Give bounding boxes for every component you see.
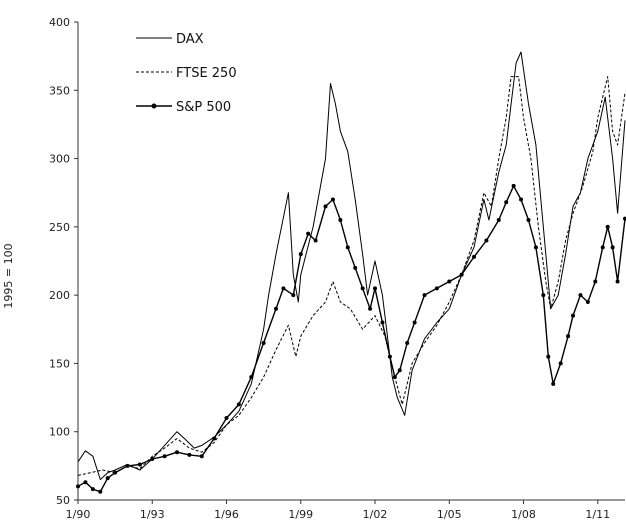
- data-point-s-p-500: [125, 463, 130, 468]
- data-point-s-p-500: [175, 450, 180, 455]
- data-point-s-p-500: [387, 354, 392, 359]
- y-tick-label: 400: [49, 16, 70, 29]
- series-line-ftse-250: [77, 76, 626, 476]
- data-point-s-p-500: [224, 416, 229, 421]
- data-point-s-p-500: [496, 218, 501, 223]
- data-point-s-p-500: [504, 200, 509, 205]
- data-point-s-p-500: [519, 197, 524, 202]
- data-point-s-p-500: [566, 334, 571, 339]
- legend-label: S&P 500: [176, 100, 231, 115]
- y-tick-label: 50: [56, 494, 70, 507]
- data-point-s-p-500: [298, 252, 303, 257]
- y-axis-title: 1995 = 100: [2, 243, 15, 308]
- x-tick-label: 1/02: [363, 508, 388, 521]
- data-point-s-p-500: [330, 197, 335, 202]
- x-tick-label: 1/96: [214, 508, 239, 521]
- data-point-s-p-500: [551, 381, 556, 386]
- data-point-s-p-500: [199, 454, 204, 459]
- data-point-s-p-500: [526, 218, 531, 223]
- data-point-s-p-500: [447, 279, 452, 284]
- legend-label: FTSE 250: [176, 66, 237, 81]
- data-point-s-p-500: [368, 306, 373, 311]
- data-point-s-p-500: [578, 293, 583, 298]
- data-point-s-p-500: [405, 340, 410, 345]
- data-point-s-p-500: [422, 293, 427, 298]
- data-point-s-p-500: [313, 238, 318, 243]
- data-point-s-p-500: [261, 340, 266, 345]
- data-point-s-p-500: [392, 375, 397, 380]
- data-point-s-p-500: [546, 354, 551, 359]
- data-point-s-p-500: [541, 293, 546, 298]
- data-point-s-p-500: [212, 436, 217, 441]
- data-point-s-p-500: [98, 489, 103, 494]
- data-point-s-p-500: [610, 245, 615, 250]
- data-point-s-p-500: [533, 245, 538, 250]
- data-point-s-p-500: [593, 279, 598, 284]
- axes: [77, 22, 625, 501]
- series-line-dax: [77, 51, 626, 480]
- data-point-s-p-500: [306, 231, 311, 236]
- y-tick-label: 150: [49, 357, 70, 370]
- data-point-s-p-500: [187, 452, 192, 457]
- data-point-s-p-500: [137, 462, 142, 467]
- data-point-s-p-500: [380, 320, 385, 325]
- x-tick-label: 1/05: [437, 508, 462, 521]
- legend-swatch-marker: [151, 103, 157, 109]
- data-point-s-p-500: [353, 265, 358, 270]
- x-tick-label: 1/11: [585, 508, 610, 521]
- data-point-s-p-500: [605, 224, 610, 229]
- y-tick-label: 300: [49, 153, 70, 166]
- data-point-s-p-500: [571, 313, 576, 318]
- data-point-s-p-500: [373, 286, 378, 291]
- data-point-s-p-500: [459, 272, 464, 277]
- data-point-s-p-500: [291, 293, 296, 298]
- data-point-s-p-500: [249, 375, 254, 380]
- data-point-s-p-500: [105, 476, 110, 481]
- data-point-s-p-500: [412, 320, 417, 325]
- data-point-s-p-500: [511, 183, 516, 188]
- data-point-s-p-500: [397, 368, 402, 373]
- data-point-s-p-500: [345, 245, 350, 250]
- series-layer: [76, 51, 626, 494]
- data-point-s-p-500: [323, 204, 328, 209]
- data-point-s-p-500: [615, 279, 620, 284]
- x-tick-label: 1/08: [511, 508, 536, 521]
- data-point-s-p-500: [281, 286, 286, 291]
- data-point-s-p-500: [600, 245, 605, 250]
- data-point-s-p-500: [236, 402, 241, 407]
- data-point-s-p-500: [558, 361, 563, 366]
- series-line-s-p-500: [77, 185, 626, 493]
- data-point-s-p-500: [434, 286, 439, 291]
- legend-label: DAX: [176, 32, 204, 47]
- y-tick-label: 250: [49, 221, 70, 234]
- y-tick-label: 350: [49, 84, 70, 97]
- data-point-s-p-500: [472, 254, 477, 259]
- data-point-s-p-500: [113, 470, 118, 475]
- data-point-s-p-500: [76, 484, 80, 489]
- x-tick-label: 1/99: [288, 508, 313, 521]
- data-point-s-p-500: [83, 480, 88, 485]
- y-tick-label: 100: [49, 426, 70, 439]
- x-tick-label: 1/93: [140, 508, 165, 521]
- x-tick-label: 1/90: [66, 508, 91, 521]
- data-point-s-p-500: [585, 299, 590, 304]
- data-point-s-p-500: [162, 454, 167, 459]
- y-axis-ticks: 50 100 150 200 250 300 350 400: [49, 16, 78, 507]
- data-point-s-p-500: [484, 238, 489, 243]
- data-point-s-p-500: [274, 306, 279, 311]
- legend: DAX FTSE 250 S&P 500: [136, 32, 237, 115]
- x-axis-ticks: 1/90 1/93 1/96 1/99 1/02 1/05 1/08 1/11: [66, 500, 610, 521]
- data-point-s-p-500: [90, 487, 95, 492]
- y-tick-label: 200: [49, 289, 70, 302]
- data-point-s-p-500: [338, 218, 343, 223]
- data-point-s-p-500: [150, 457, 155, 462]
- data-point-s-p-500: [360, 286, 365, 291]
- data-point-s-p-500: [623, 216, 626, 221]
